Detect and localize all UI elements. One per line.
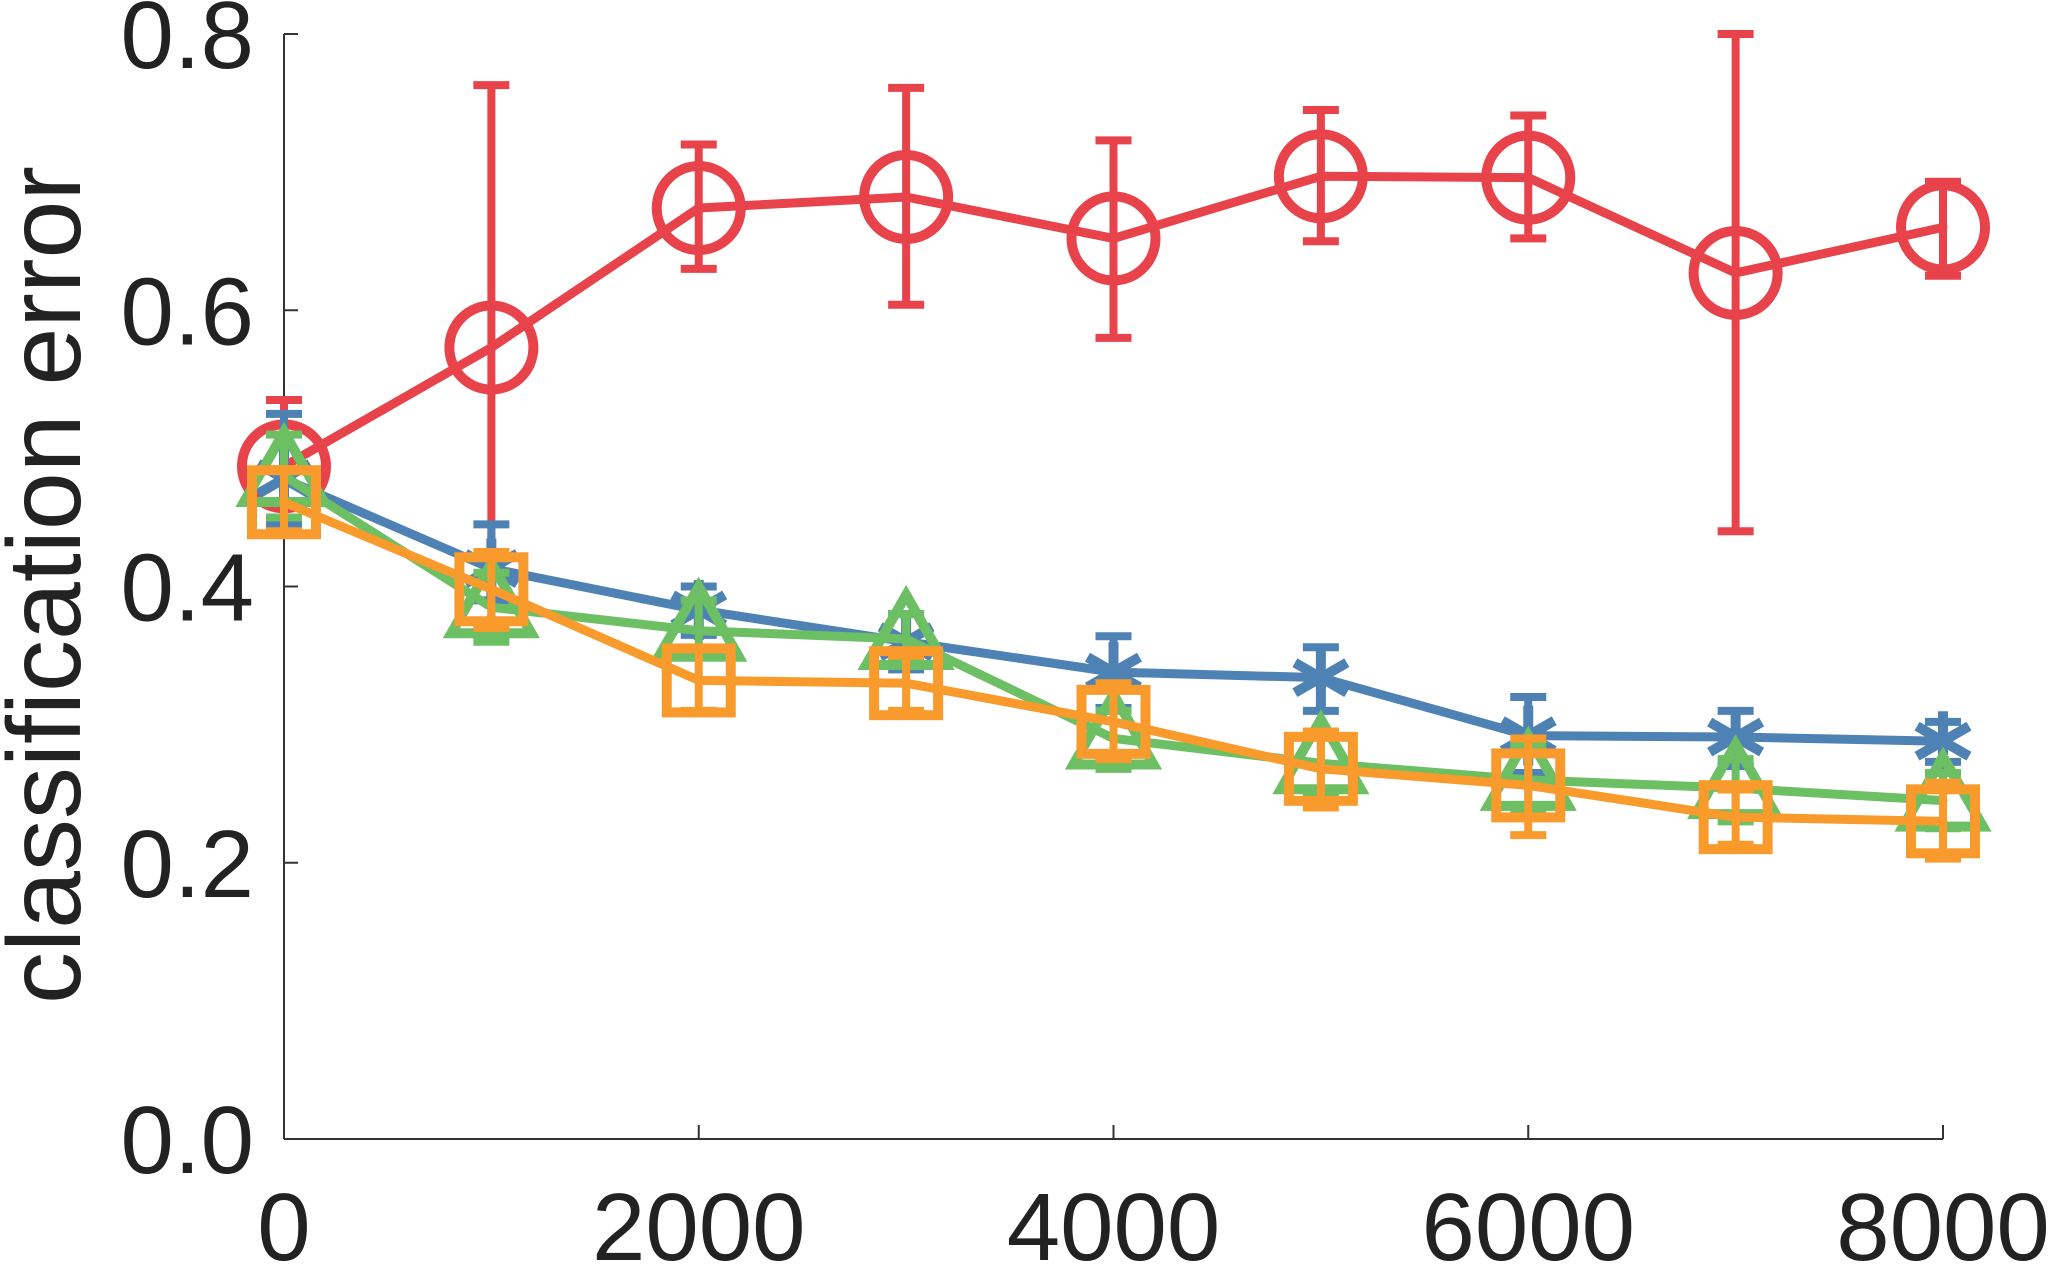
x-tick-label: 8000	[1836, 1174, 2050, 1267]
series-line	[279, 171, 1948, 471]
data-point-circle	[859, 149, 954, 244]
y-tick-label: 0.8	[121, 0, 254, 89]
y-axis-title: classification error	[0, 166, 103, 1004]
x-tick-label: 4000	[1007, 1174, 1221, 1267]
y-tick-label: 0.4	[121, 535, 254, 642]
data-point-star	[1292, 647, 1350, 708]
data-point-square	[869, 646, 944, 721]
data-point-square	[1491, 748, 1566, 823]
data-point-circle	[444, 300, 539, 395]
data-point-square	[1076, 684, 1151, 759]
x-tick-label: 0	[257, 1174, 310, 1267]
series-line	[279, 497, 1948, 826]
data-point-circle	[1273, 129, 1368, 224]
data-point-circle	[1688, 225, 1783, 320]
data-point-square	[1283, 731, 1358, 806]
data-point-circle	[1066, 191, 1161, 286]
y-tick-label: 0.0	[121, 1087, 254, 1194]
ticks: 0.0 0.2 0.4 0.6 0.8 0 2000 4000 6000 8000	[121, 0, 2050, 1267]
data-point-square	[661, 643, 736, 718]
data-point-square	[454, 552, 529, 627]
error-bar	[1717, 30, 1754, 536]
data-point-circle	[1896, 180, 1990, 275]
series-circle	[237, 30, 1990, 632]
x-tick-label: 6000	[1421, 1174, 1635, 1267]
data-point-circle	[1481, 130, 1576, 225]
series-layer	[235, 30, 1992, 863]
y-tick-label: 0.6	[121, 258, 254, 365]
data-point-square	[1698, 780, 1773, 855]
y-tick-label: 0.2	[121, 811, 254, 918]
data-point-square	[1906, 784, 1980, 859]
data-point-circle	[651, 161, 746, 256]
x-tick-label: 2000	[592, 1174, 806, 1267]
series-square	[247, 465, 1980, 863]
data-point-square	[247, 465, 321, 540]
